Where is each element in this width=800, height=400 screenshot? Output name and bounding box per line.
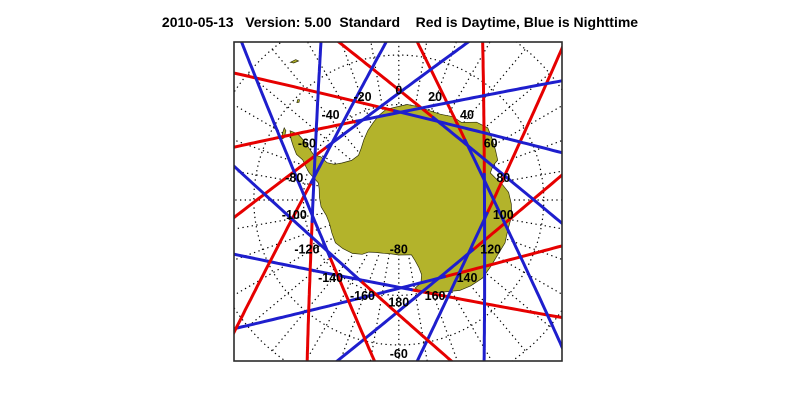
nighttime-track-segment xyxy=(482,172,487,361)
nighttime-track-segment xyxy=(234,164,362,283)
graticule-parallel xyxy=(253,54,545,346)
nighttime-track-segment xyxy=(325,42,471,149)
nighttime-track-segment xyxy=(239,42,332,259)
longitude-label: 0 xyxy=(395,83,402,97)
daytime-track-segment xyxy=(410,288,562,320)
nighttime-track-segment xyxy=(393,109,562,155)
daytime-track-segment xyxy=(234,119,359,149)
longitude-label: 60 xyxy=(484,136,498,150)
nighttime-track-segment xyxy=(355,79,562,123)
latitude-label: -80 xyxy=(390,243,408,257)
longitude-label: 140 xyxy=(457,271,478,285)
longitude-label: -40 xyxy=(322,108,340,122)
longitude-label: -20 xyxy=(353,90,371,104)
daytime-track-segment xyxy=(234,180,313,336)
daytime-track-segment xyxy=(234,145,329,220)
daytime-track-segment xyxy=(415,42,467,142)
map-frame-border xyxy=(233,41,563,362)
longitude-label: 20 xyxy=(428,90,442,104)
nighttime-track-segment xyxy=(431,116,562,226)
longitude-label: -160 xyxy=(350,289,375,303)
longitude-label: 180 xyxy=(388,296,409,310)
longitude-label: -120 xyxy=(294,243,319,257)
daytime-track-segment xyxy=(359,279,454,361)
daytime-track-segment xyxy=(481,42,486,176)
nighttime-track-segment xyxy=(234,252,413,292)
plot-title: 2010-05-13 Version: 5.00 Standard Red is… xyxy=(161,14,639,30)
longitude-label: 40 xyxy=(460,108,474,122)
daytime-track-segment xyxy=(328,255,377,361)
island xyxy=(296,99,300,104)
longitude-label: -140 xyxy=(318,271,343,285)
longitude-label: 80 xyxy=(496,171,510,185)
daytime-track-segment xyxy=(305,220,314,361)
nighttime-track-segment xyxy=(310,42,323,224)
nighttime-track-segment xyxy=(309,42,388,184)
island xyxy=(289,59,300,64)
longitude-label: 120 xyxy=(480,243,501,257)
nighttime-track-segment xyxy=(463,138,562,351)
longitude-label: -60 xyxy=(298,136,316,150)
daytime-track-segment xyxy=(471,173,562,252)
antarctica-landmass xyxy=(289,104,513,294)
ground-tracks xyxy=(234,42,562,361)
daytime-track-segment xyxy=(234,71,397,113)
land xyxy=(281,59,513,294)
longitude-label: 160 xyxy=(425,289,446,303)
daytime-track-segment xyxy=(336,42,435,119)
longitude-label: -100 xyxy=(282,208,307,222)
daytime-track-segment xyxy=(485,44,562,215)
nighttime-track-segment xyxy=(415,211,489,361)
longitude-label: 100 xyxy=(493,208,514,222)
daytime-track-segment xyxy=(443,244,562,279)
longitude-label: -80 xyxy=(285,171,303,185)
nighttime-track-segment xyxy=(334,248,475,361)
nighttime-track-segment xyxy=(234,275,446,331)
latitude-label: -60 xyxy=(390,347,408,361)
